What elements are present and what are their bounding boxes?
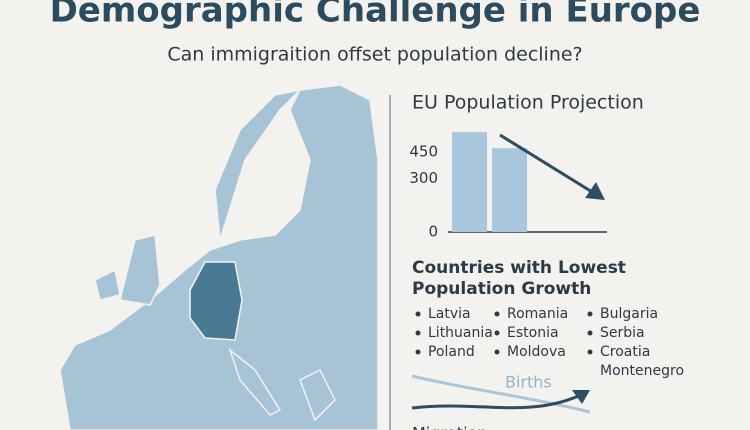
migration-curve — [411, 391, 586, 410]
arrow-head — [572, 390, 590, 404]
bullet — [494, 349, 500, 355]
italy — [228, 347, 282, 416]
country: Croatia — [600, 344, 650, 360]
balkans — [299, 368, 336, 422]
subtitle: Can immigraition offset population decli… — [167, 44, 582, 66]
country: Moldova — [507, 344, 566, 360]
country: Lithuania — [428, 325, 493, 341]
bullet — [587, 330, 593, 336]
bullet — [494, 311, 500, 317]
britain — [119, 234, 161, 306]
country: Bulgaria — [600, 306, 658, 322]
country: Latvia — [428, 306, 471, 322]
country: Poland — [428, 344, 475, 360]
germany — [189, 261, 243, 341]
flow-label: Births — [505, 373, 552, 392]
bullet — [415, 349, 421, 355]
bullet — [587, 311, 593, 317]
trend-arrow-head — [585, 182, 605, 200]
country: Estonia — [507, 325, 559, 341]
births-curve — [411, 374, 591, 414]
country: Serbia — [600, 325, 645, 341]
country: Montenegro — [600, 363, 684, 379]
bullet — [415, 311, 421, 317]
bullet — [415, 330, 421, 336]
map — [59, 84, 379, 430]
y-tick-label: 300 — [409, 169, 438, 187]
trend-arrow — [499, 133, 598, 197]
y-tick-label: 0 — [428, 223, 438, 241]
flow-label: Migration — [412, 424, 487, 430]
bullet — [587, 349, 593, 355]
bar — [452, 132, 487, 232]
chart-title: EU Population Projection — [412, 92, 644, 114]
growth-title: Countries with Lowest Population Growth — [412, 258, 626, 299]
scandinavia — [214, 88, 303, 241]
bullet — [494, 330, 500, 336]
title: Demographic Challenge in Europe — [50, 0, 701, 31]
y-tick-label: 450 — [409, 142, 438, 160]
country: Romania — [507, 306, 568, 322]
bar — [492, 148, 527, 232]
ireland — [94, 268, 121, 301]
continent — [59, 84, 379, 430]
